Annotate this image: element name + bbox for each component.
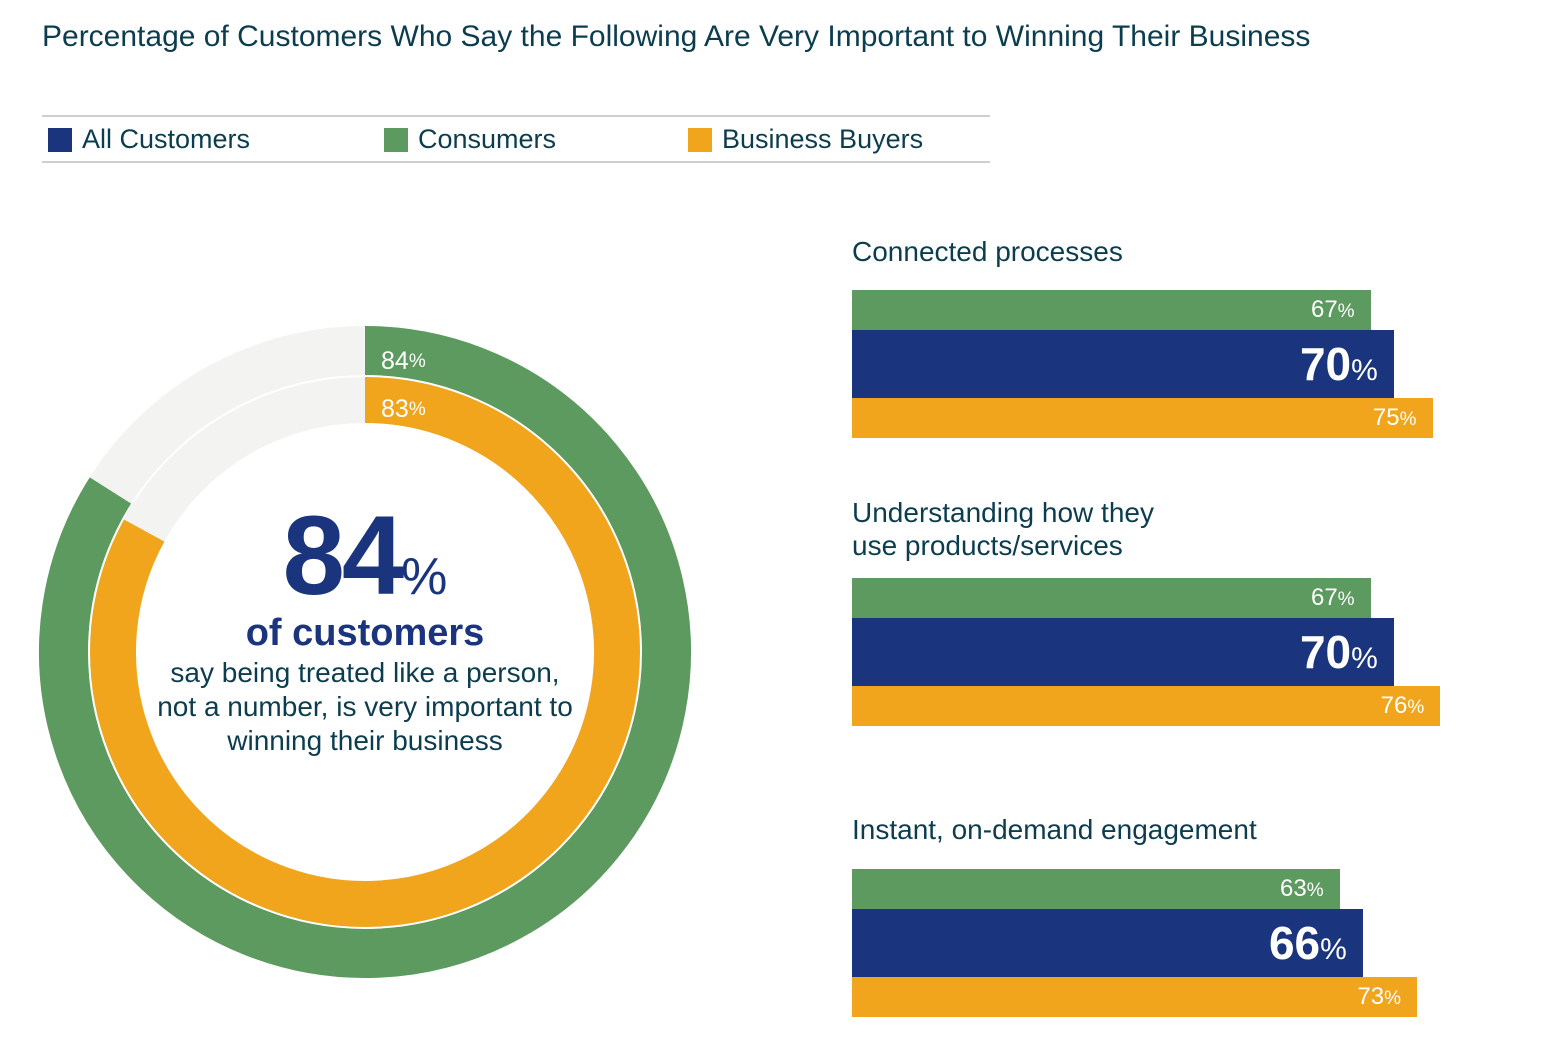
bar-consumers: 63% bbox=[852, 869, 1340, 909]
legend-item-business-buyers: Business Buyers bbox=[688, 124, 923, 155]
legend-label-business-buyers: Business Buyers bbox=[722, 124, 924, 154]
bar-value-label: 73% bbox=[1357, 977, 1401, 1019]
category-label: Understanding how they use products/servi… bbox=[852, 496, 1154, 562]
bar-consumers: 67% bbox=[852, 578, 1371, 618]
legend-swatch-consumers bbox=[384, 127, 408, 152]
bar-value: 76 bbox=[1380, 692, 1408, 719]
category-label-line: Connected processes bbox=[852, 236, 1123, 267]
bar-unit: % bbox=[1337, 301, 1355, 322]
headline-value: 84 bbox=[282, 493, 405, 618]
donut-label-consumers: 84% bbox=[381, 347, 426, 375]
bar-unit: % bbox=[1351, 642, 1378, 675]
bar-value-label: 76% bbox=[1381, 686, 1425, 728]
bar-value-label: 66% bbox=[1269, 909, 1347, 984]
bar-consumers: 67% bbox=[852, 290, 1371, 330]
headline-unit: % bbox=[401, 548, 448, 606]
bar-business-buyers: 76% bbox=[852, 686, 1441, 728]
bar-value: 67 bbox=[1310, 584, 1338, 611]
bar-value: 63 bbox=[1280, 875, 1307, 902]
bar-value: 66 bbox=[1268, 917, 1321, 969]
bar-business-buyers: 73% bbox=[852, 977, 1418, 1019]
bar-unit: % bbox=[1351, 354, 1378, 387]
bar-unit: % bbox=[1407, 697, 1425, 718]
bar-value: 70 bbox=[1299, 338, 1352, 390]
legend-label-consumers: Consumers bbox=[418, 124, 557, 154]
headline-description: say being treated like a person, not a n… bbox=[157, 657, 573, 756]
bar-all-customers: 66% bbox=[852, 909, 1363, 977]
headline-stat: 84% bbox=[140, 500, 590, 612]
category-label-line: Instant, on-demand engagement bbox=[852, 814, 1257, 845]
legend-item-consumers: Consumers bbox=[384, 124, 556, 155]
category-label: Instant, on-demand engagement bbox=[852, 813, 1257, 846]
bar-unit: % bbox=[1306, 880, 1324, 901]
bar-value-label: 63% bbox=[1280, 869, 1324, 911]
bar-all-customers: 70% bbox=[852, 618, 1394, 686]
category-label-line: use products/services bbox=[852, 530, 1123, 561]
bar-value-label: 75% bbox=[1373, 398, 1417, 440]
bar-value-label: 67% bbox=[1311, 578, 1355, 620]
bar-value-label: 70% bbox=[1300, 618, 1378, 693]
bar-value-label: 70% bbox=[1300, 330, 1378, 405]
bar-value: 70 bbox=[1299, 626, 1352, 678]
bar-value: 75 bbox=[1372, 404, 1400, 431]
legend-item-all-customers: All Customers bbox=[48, 124, 250, 155]
legend-swatch-all-customers bbox=[48, 127, 72, 152]
donut-label-business-buyers: 83% bbox=[381, 395, 426, 423]
bar-unit: % bbox=[1337, 589, 1355, 610]
bar-business-buyers: 75% bbox=[852, 398, 1433, 438]
bar-unit: % bbox=[1384, 988, 1402, 1009]
donut-center: 84% of customers say being treated like … bbox=[140, 500, 590, 758]
bar-unit: % bbox=[1399, 409, 1417, 430]
legend: All Customers Consumers Business Buyers bbox=[42, 115, 990, 163]
category-label: Connected processes bbox=[852, 235, 1123, 268]
bar-value: 67 bbox=[1310, 296, 1338, 323]
category-label-line: Understanding how they bbox=[852, 497, 1154, 528]
bar-value: 73 bbox=[1357, 983, 1385, 1010]
headline-sub: of customers bbox=[245, 612, 485, 654]
bar-unit: % bbox=[1320, 933, 1347, 966]
legend-swatch-business-buyers bbox=[688, 127, 712, 152]
bar-all-customers: 70% bbox=[852, 330, 1394, 398]
legend-label-all-customers: All Customers bbox=[82, 124, 251, 154]
chart-title: Percentage of Customers Who Say the Foll… bbox=[42, 20, 1311, 53]
bar-value-label: 67% bbox=[1311, 290, 1355, 332]
